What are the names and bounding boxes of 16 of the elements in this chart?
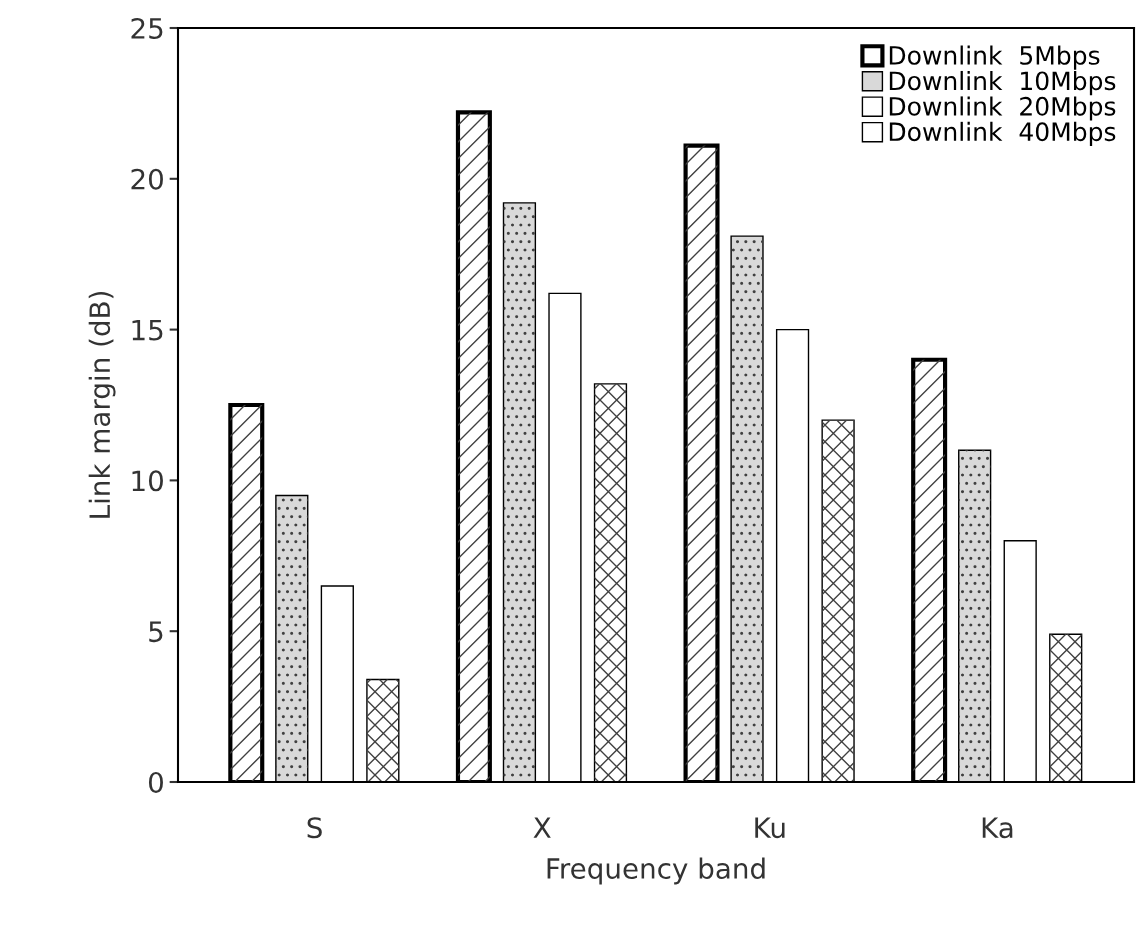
- x-tick-label: X: [533, 817, 551, 838]
- y-tick-label: 5: [149, 621, 163, 643]
- x-tick-label: S: [307, 817, 322, 839]
- legend-label: Downlink 5Mbps: [889, 45, 1100, 70]
- x-tick-label: Ku: [755, 817, 785, 839]
- legend-label: Downlink 40Mbps: [889, 121, 1116, 147]
- y-tick-label: 20: [131, 168, 163, 190]
- y-axis-title: Link margin (dB): [88, 291, 116, 518]
- x-axis-title: Frequency band: [547, 857, 765, 885]
- y-tick-label: 25: [131, 17, 163, 39]
- legend-label: Downlink 10Mbps: [889, 70, 1116, 96]
- legend-label: Downlink 20Mbps: [889, 96, 1116, 121]
- y-tick-label: 0: [148, 771, 163, 793]
- y-tick-label: 15: [132, 319, 163, 341]
- x-tick-label: Ka: [982, 817, 1013, 839]
- y-tick-label: 10: [132, 470, 163, 492]
